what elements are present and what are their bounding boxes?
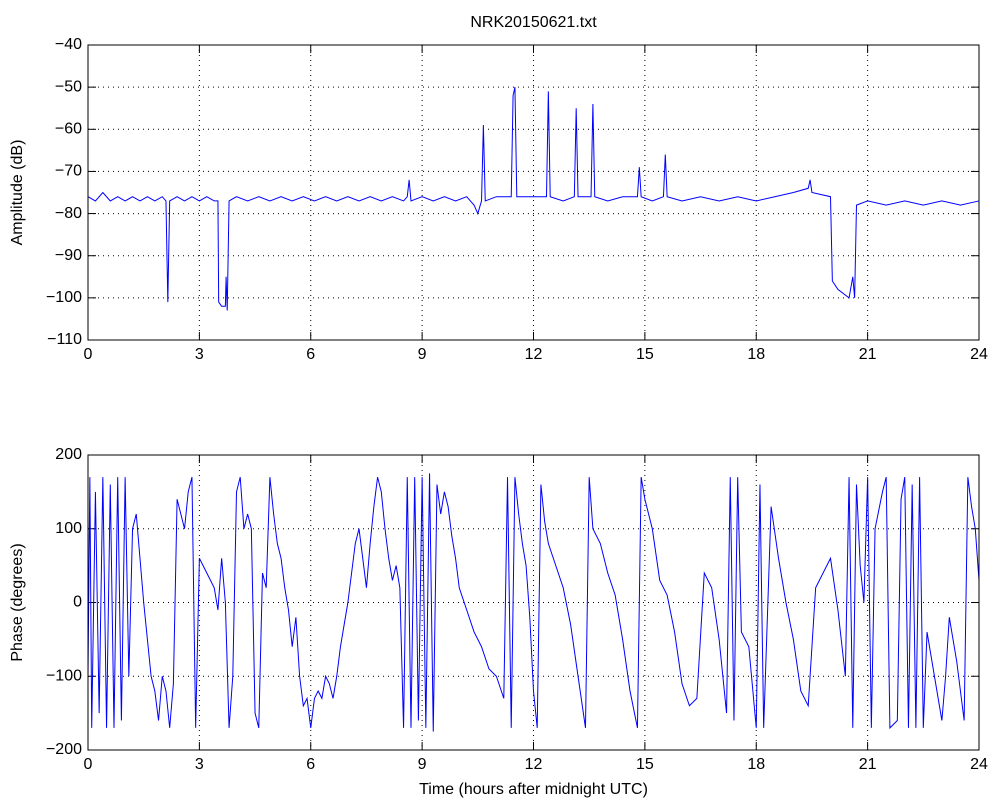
x-tick-label: 6	[306, 346, 315, 363]
x-tick-label: 24	[970, 756, 988, 773]
x-tick-label: 24	[970, 346, 988, 363]
y-tick-label: −100	[46, 289, 82, 306]
y-tick-label: 100	[55, 520, 82, 537]
plot-frame	[87, 44, 980, 341]
x-tick-label: 18	[747, 756, 765, 773]
data-line	[87, 87, 980, 311]
x-tick-label: 6	[306, 756, 315, 773]
x-tick-label: 12	[525, 346, 543, 363]
y-axis-label: Amplitude (dB)	[9, 140, 26, 246]
y-axis-label: Phase (degrees)	[9, 543, 26, 661]
plot-frame	[87, 454, 980, 751]
y-tick-label: −40	[55, 36, 82, 53]
x-tick-label: 12	[525, 756, 543, 773]
y-tick-label: −50	[55, 78, 82, 95]
y-tick-label: −60	[55, 121, 82, 138]
chart-title: NRK20150621.txt	[470, 14, 597, 31]
x-tick-label: 21	[859, 756, 877, 773]
x-tick-label: 0	[84, 756, 93, 773]
x-axis-label: Time (hours after midnight UTC)	[419, 781, 648, 798]
x-tick-label: 21	[859, 346, 877, 363]
data-line	[87, 473, 980, 732]
x-tick-label: 3	[195, 756, 204, 773]
x-tick-label: 0	[84, 346, 93, 363]
x-tick-label: 15	[636, 756, 654, 773]
y-tick-label: 200	[55, 446, 82, 463]
x-tick-label: 9	[418, 346, 427, 363]
y-tick-label: −80	[55, 205, 82, 222]
y-tick-label: −90	[55, 247, 82, 264]
y-tick-label: −70	[55, 163, 82, 180]
y-tick-label: −200	[46, 741, 82, 758]
y-tick-label: −110	[47, 331, 82, 348]
y-tick-label: −100	[46, 667, 82, 684]
x-tick-label: 9	[418, 756, 427, 773]
x-tick-label: 18	[747, 346, 765, 363]
x-tick-label: 15	[636, 346, 654, 363]
y-tick-label: 0	[73, 594, 82, 611]
x-tick-label: 3	[195, 346, 204, 363]
